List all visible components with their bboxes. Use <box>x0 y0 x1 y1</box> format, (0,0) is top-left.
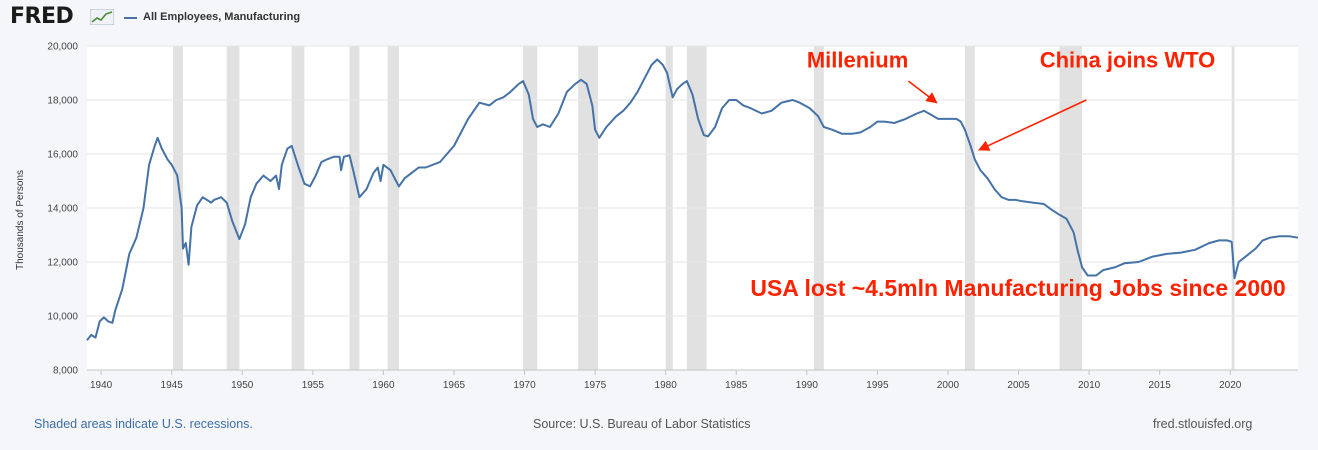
x-tick-label: 2005 <box>1007 380 1030 391</box>
fred-logo-graph-icon <box>90 9 114 25</box>
x-tick-label: 1940 <box>90 380 113 391</box>
x-tick-label: 1990 <box>796 380 819 391</box>
x-tick-label: 2000 <box>937 380 960 391</box>
annotation-arrow <box>978 99 1087 151</box>
annotations: Millenium China joins WTO USA lost ~4.5mln… <box>750 48 1285 301</box>
x-tick-label: 1985 <box>725 380 748 391</box>
x-tick-label: 2020 <box>1219 380 1242 391</box>
chart-header: FRED All Employees, Manufacturing <box>0 0 1318 36</box>
y-tick-label: 10,000 <box>47 312 78 323</box>
y-tick-label: 14,000 <box>47 204 78 215</box>
x-tick-label: 1995 <box>866 380 889 391</box>
series-layer <box>86 58 1299 341</box>
y-tick-label: 8,000 <box>53 366 78 377</box>
axes <box>87 369 1298 375</box>
x-tick-label: 1945 <box>161 380 184 391</box>
y-tick-label: 12,000 <box>47 258 78 269</box>
site-url-link[interactable]: fred.stlouisfed.org <box>1153 417 1253 431</box>
x-tick-label: 1970 <box>513 380 536 391</box>
legend-series-label[interactable]: All Employees, Manufacturing <box>143 11 301 23</box>
y-tick-label: 18,000 <box>47 96 78 107</box>
x-tick-label: 1955 <box>302 380 325 391</box>
chart-area: 8,000 10,000 12,000 14,000 16,000 18,000 20,00… <box>15 42 1299 392</box>
source-note: Source: U.S. Bureau of Labor Statistics <box>533 417 751 431</box>
y-tick-label: 16,000 <box>47 150 78 161</box>
y-axis-title: Thousands of Persons <box>15 170 26 270</box>
legend-series-swatch <box>124 17 137 19</box>
annotation-text: Millenium <box>807 48 908 73</box>
series-line <box>86 58 1299 341</box>
x-tick-label: 1965 <box>443 380 466 391</box>
x-tick-label: 2010 <box>1078 380 1101 391</box>
x-tick-label: 1980 <box>655 380 678 391</box>
y-tick-label: 20,000 <box>47 42 78 53</box>
x-tick-label: 1975 <box>584 380 607 391</box>
annotation-text: China joins WTO <box>1040 48 1216 73</box>
recession-note: Shaded areas indicate U.S. recessions. <box>34 417 253 431</box>
x-tick-label: 1950 <box>231 380 254 391</box>
tick-labels: 8,000 10,000 12,000 14,000 16,000 18,000 20,00… <box>47 42 1241 392</box>
x-tick-label: 1960 <box>372 380 395 391</box>
annotation-arrow <box>907 80 938 104</box>
fred-logo[interactable]: FRED <box>10 4 74 29</box>
x-tick-label: 2015 <box>1149 380 1172 391</box>
annotation-text: USA lost ~4.5mln Manufacturing Jobs sinc… <box>750 275 1285 301</box>
